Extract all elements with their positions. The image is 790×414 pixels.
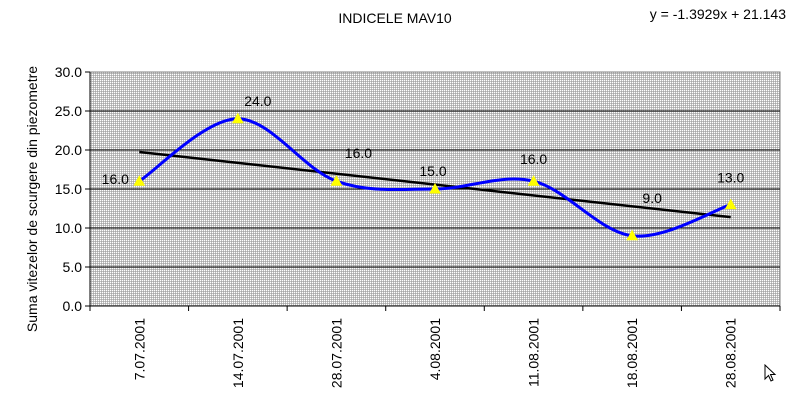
y-tick-label: 20.0 — [55, 142, 82, 158]
data-label: 9.0 — [642, 190, 662, 206]
x-tick-label: 14.07.2001 — [230, 318, 246, 388]
data-point-marker — [626, 229, 638, 241]
data-label: 16.0 — [345, 145, 372, 161]
data-point-marker — [330, 175, 343, 186]
x-tick-label: 18.08.2001 — [624, 318, 640, 388]
data-point-marker — [527, 175, 540, 186]
data-label: 16.0 — [102, 171, 129, 187]
data-point-marker — [133, 175, 146, 186]
x-tick-label: 28.07.2001 — [328, 318, 344, 388]
data-label: 15.0 — [419, 163, 446, 179]
data-label: 16.0 — [520, 151, 547, 167]
x-tick-label: 28.08.2001 — [723, 318, 739, 388]
y-tick-label: 30.0 — [55, 64, 82, 80]
data-label: 24.0 — [244, 93, 271, 109]
trendline-equation: y = -1.3929x + 21.143 — [649, 6, 786, 22]
mouse-pointer-icon — [764, 363, 778, 389]
y-tick-label: 10.0 — [55, 220, 82, 236]
y-tick-label: 25.0 — [55, 103, 82, 119]
data-point-marker — [724, 198, 737, 210]
y-tick-label: 0.0 — [63, 298, 83, 314]
y-axis-label: Suma vitezelor de scurgere din piezometr… — [24, 65, 40, 333]
x-tick-label: 7.07.2001 — [131, 318, 147, 380]
y-tick-label: 15.0 — [55, 181, 82, 197]
x-tick-label: 4.08.2001 — [427, 318, 443, 380]
data-point-marker — [429, 182, 441, 194]
x-tick-label: 11.08.2001 — [526, 318, 542, 387]
data-point-marker — [232, 112, 244, 124]
y-tick-label: 5.0 — [63, 259, 83, 275]
chart-title: INDICELE MAV10 — [338, 10, 452, 26]
data-label: 13.0 — [717, 170, 744, 186]
